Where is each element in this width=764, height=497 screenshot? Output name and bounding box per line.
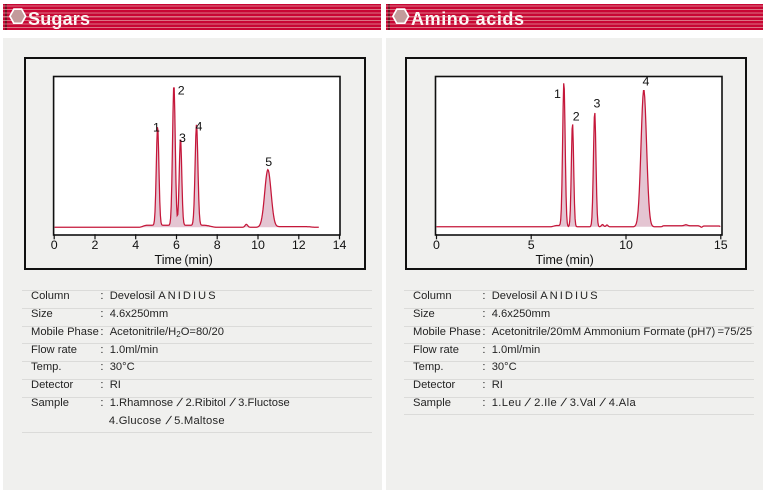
svg-text:Time (min): Time (min)	[536, 253, 594, 267]
svg-text:3: 3	[594, 97, 601, 111]
svg-text:12: 12	[292, 238, 306, 252]
svg-text:3: 3	[179, 131, 186, 145]
svg-text:1: 1	[554, 87, 561, 101]
svg-text:6: 6	[173, 238, 180, 252]
svg-text:2: 2	[178, 84, 185, 98]
svg-text:4: 4	[132, 238, 139, 252]
svg-text:Time (min): Time (min)	[155, 253, 213, 267]
svg-text:15: 15	[714, 238, 728, 252]
svg-text:10: 10	[619, 238, 633, 252]
svg-text:0: 0	[433, 238, 440, 252]
svg-text:5: 5	[528, 238, 535, 252]
svg-text:1: 1	[153, 121, 160, 135]
svg-text:2: 2	[92, 238, 99, 252]
svg-text:2: 2	[573, 110, 580, 124]
svg-text:4: 4	[196, 120, 203, 134]
svg-text:4: 4	[643, 75, 650, 89]
svg-text:5: 5	[265, 155, 272, 169]
svg-text:14: 14	[333, 238, 347, 252]
svg-text:0: 0	[51, 238, 58, 252]
svg-text:10: 10	[251, 238, 265, 252]
svg-text:8: 8	[214, 238, 221, 252]
